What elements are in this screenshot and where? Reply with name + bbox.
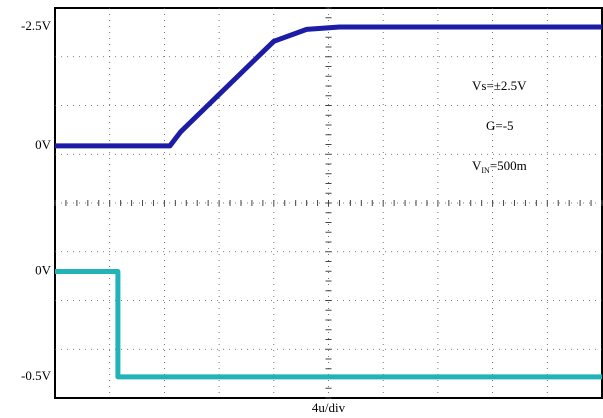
annotation: G=-5 — [486, 118, 514, 133]
y-tick-label: -2.5V — [21, 18, 52, 33]
trace — [55, 269, 602, 380]
y-tick-label: 0V — [35, 262, 52, 277]
annotation: Vs=±2.5V — [472, 78, 527, 93]
y-tick-label: 0V — [35, 137, 52, 152]
annotation-sub: IN — [481, 166, 490, 175]
x-axis-label: 4u/div — [312, 400, 346, 415]
trace — [55, 24, 602, 149]
annotation: VIN=500m — [472, 158, 527, 175]
y-tick-label: -0.5V — [21, 368, 52, 383]
annotation-part: =500m — [490, 158, 527, 173]
annotation-part: V — [472, 158, 482, 173]
